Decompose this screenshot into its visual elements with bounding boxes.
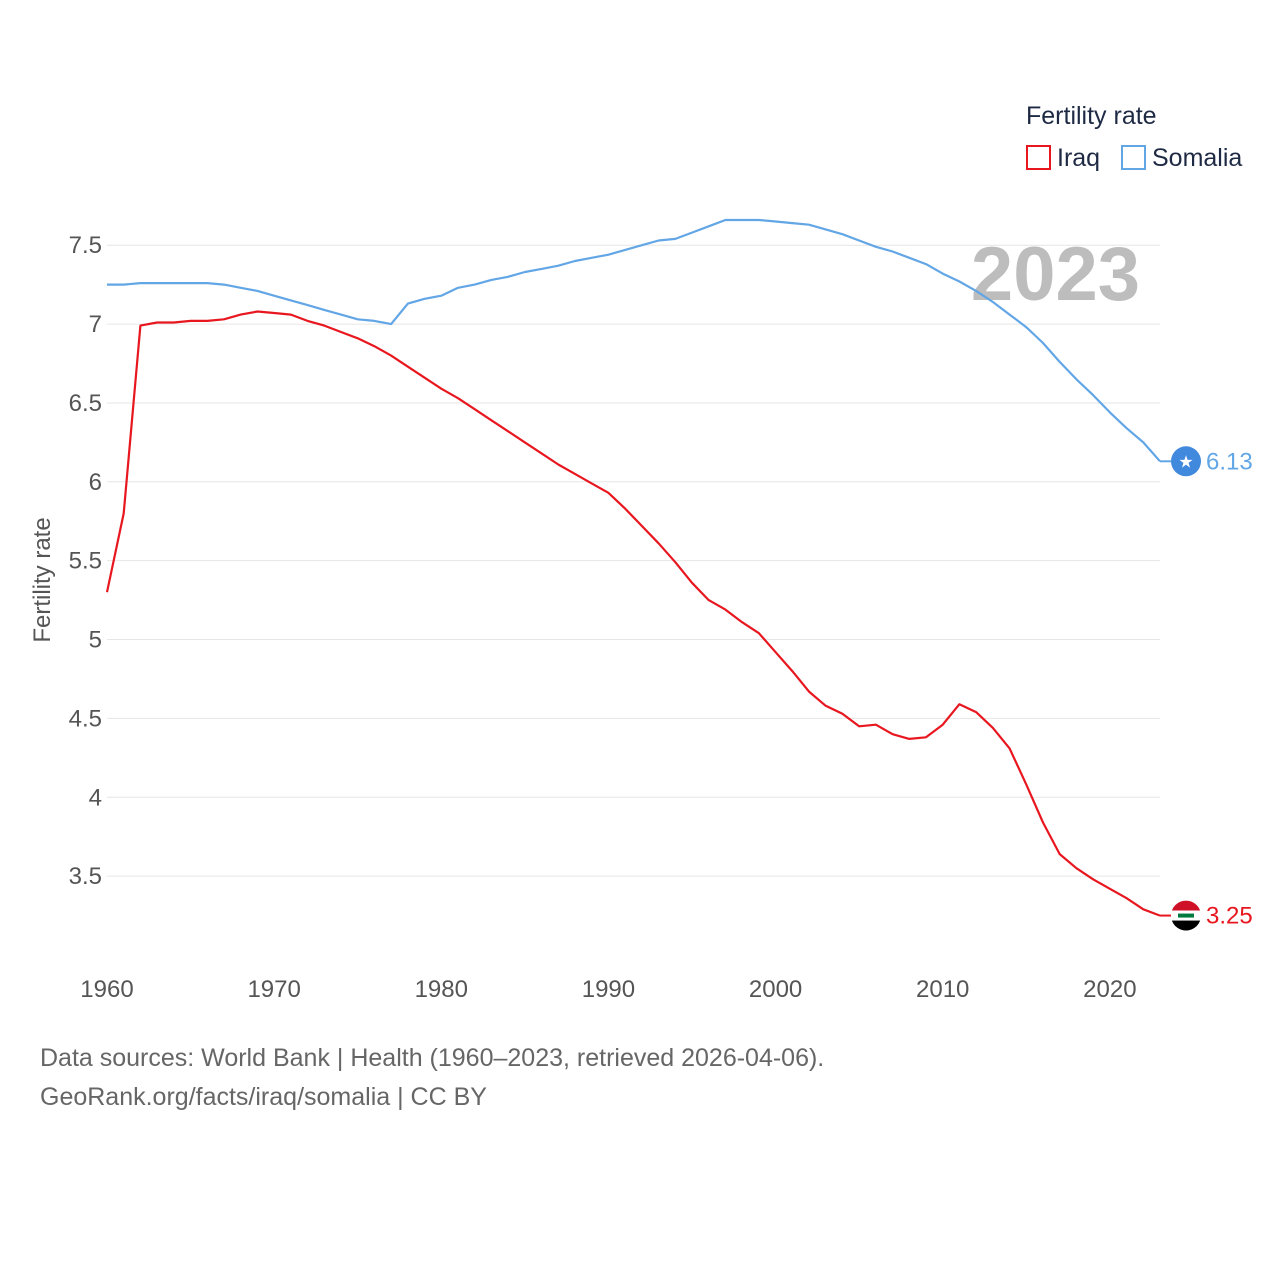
x-tick-label: 2010 <box>916 976 969 1003</box>
somalia-flag-icon: ★ <box>1171 446 1201 477</box>
x-axis-ticks: 1960 1970 1980 1990 2000 2010 2020 <box>80 976 1136 1003</box>
attribution-text[interactable]: GeoRank.org/facts/iraq/somalia | CC BY <box>40 1083 487 1111</box>
legend-swatch-somalia[interactable] <box>1121 145 1146 170</box>
x-tick-label: 1970 <box>247 976 300 1003</box>
y-tick-label: 3.5 <box>69 863 102 890</box>
iraq-flag-icon <box>1171 900 1201 931</box>
y-tick-label: 5.5 <box>69 548 102 575</box>
x-tick-label: 2020 <box>1083 976 1136 1003</box>
y-tick-label: 4 <box>89 784 102 811</box>
y-tick-label: 4.5 <box>69 705 102 732</box>
data-source-text: Data sources: World Bank | Health (1960–… <box>40 1044 825 1072</box>
end-label-somalia: 6.13 <box>1206 448 1253 475</box>
y-axis-ticks: 3.5 4 4.5 5 5.5 6 6.5 7 7.5 <box>69 232 102 890</box>
x-tick-label: 1990 <box>582 976 635 1003</box>
legend-label-somalia[interactable]: Somalia <box>1152 144 1242 172</box>
y-tick-label: 6.5 <box>69 390 102 417</box>
x-tick-label: 1960 <box>80 976 133 1003</box>
y-tick-label: 6 <box>89 469 102 496</box>
y-tick-label: 5 <box>89 627 102 654</box>
grid-lines <box>107 244 1160 877</box>
series-end-markers: 3.25 ★ 6.13 <box>1160 446 1253 931</box>
year-watermark: 2023 <box>971 232 1140 317</box>
series-lines <box>105 218 1161 917</box>
y-tick-label: 7.5 <box>69 232 102 259</box>
series-line-iraq[interactable] <box>105 310 1161 917</box>
y-axis-title: Fertility rate <box>29 517 56 642</box>
legend-swatch-iraq[interactable] <box>1026 145 1051 170</box>
series-line-somalia[interactable] <box>107 218 1161 463</box>
end-label-iraq: 3.25 <box>1206 903 1253 930</box>
x-tick-label: 2000 <box>749 976 802 1003</box>
legend-title: Fertility rate <box>1026 102 1157 130</box>
legend: Fertility rate Iraq Somalia <box>1026 102 1242 172</box>
x-tick-label: 1980 <box>415 976 468 1003</box>
svg-text:★: ★ <box>1178 452 1193 472</box>
y-tick-label: 7 <box>89 311 102 338</box>
legend-label-iraq[interactable]: Iraq <box>1057 144 1100 172</box>
